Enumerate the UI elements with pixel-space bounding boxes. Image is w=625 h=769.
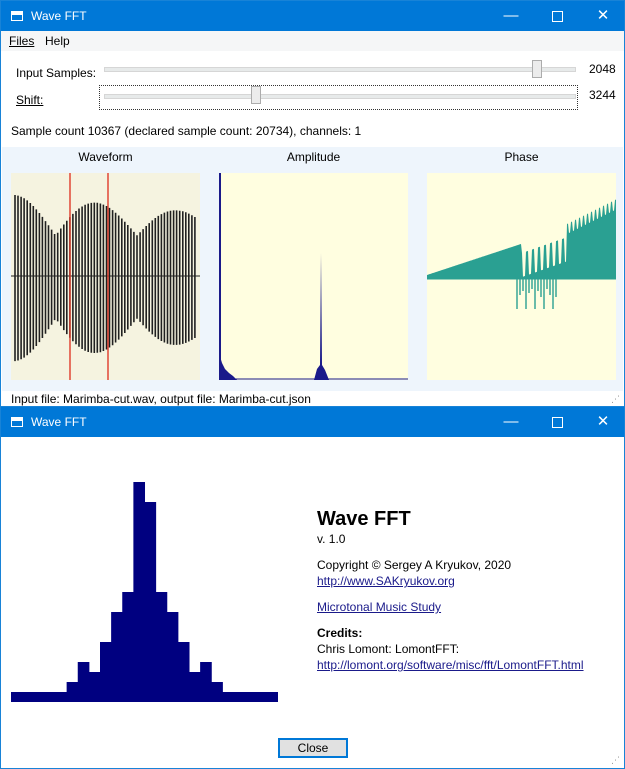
phase-positive-area bbox=[427, 199, 616, 279]
maximize-icon[interactable] bbox=[534, 407, 580, 437]
about-app-name: Wave FFT bbox=[317, 508, 411, 530]
logo-bar bbox=[111, 612, 123, 702]
logo-bar bbox=[189, 672, 201, 702]
logo-bar bbox=[22, 692, 34, 702]
logo-bar bbox=[200, 662, 212, 702]
shift-slider[interactable] bbox=[104, 94, 576, 99]
logo-bar bbox=[255, 692, 268, 702]
waveform-trace bbox=[14, 195, 196, 362]
window-icon bbox=[11, 417, 23, 427]
logo-bar bbox=[144, 502, 157, 702]
menu-bar: Files Help bbox=[1, 31, 624, 51]
website-link[interactable]: http://www.SAKryukov.org bbox=[317, 574, 455, 588]
about-titlebar[interactable]: Wave FFT — ✕ bbox=[1, 407, 624, 437]
phase-caption: Phase bbox=[504, 150, 539, 164]
shift-slider-focus-rect bbox=[99, 85, 578, 110]
music-study-link[interactable]: Microtonal Music Study bbox=[317, 600, 442, 614]
spectrum-logo bbox=[11, 472, 279, 702]
logo-bar bbox=[77, 662, 90, 702]
credits-heading: Credits: bbox=[317, 626, 363, 640]
logo-bar bbox=[66, 682, 79, 702]
main-window: Wave FFT — ✕ Files Help Input Samples: 2… bbox=[0, 0, 625, 408]
close-button[interactable]: Close bbox=[278, 738, 348, 758]
waveform-plot bbox=[11, 173, 200, 380]
logo-bar bbox=[233, 692, 246, 702]
about-window: Wave FFT — ✕ Wave FFT v. 1.0 Copyright ©… bbox=[0, 406, 625, 769]
input-samples-value: 2048 bbox=[589, 62, 616, 76]
about-window-title: Wave FFT bbox=[31, 415, 87, 429]
amplitude-caption: Amplitude bbox=[286, 150, 341, 164]
window-title: Wave FFT bbox=[31, 9, 87, 23]
menu-help[interactable]: Help bbox=[45, 34, 70, 48]
logo-bar bbox=[11, 692, 23, 702]
amplitude-plot bbox=[219, 173, 408, 380]
minimize-icon[interactable]: — bbox=[503, 7, 519, 24]
window-icon bbox=[11, 11, 23, 21]
shift-slider-thumb[interactable] bbox=[251, 86, 262, 104]
resize-grip-icon[interactable]: ⋰ bbox=[611, 755, 620, 765]
logo-bar bbox=[88, 672, 101, 702]
about-version: v. 1.0 bbox=[317, 532, 346, 546]
logo-bar bbox=[55, 692, 68, 702]
shift-label: Shift: bbox=[16, 93, 44, 107]
resize-grip-icon[interactable]: ⋰ bbox=[611, 394, 620, 404]
logo-bar bbox=[244, 692, 257, 702]
logo-bar bbox=[33, 692, 45, 702]
input-samples-slider[interactable] bbox=[104, 67, 576, 72]
waveform-caption: Waveform bbox=[78, 150, 133, 164]
credits-text: Chris Lomont: LomontFFT: bbox=[317, 642, 460, 656]
amplitude-low-peak bbox=[219, 353, 237, 380]
logo-bar bbox=[155, 592, 168, 702]
logo-bar bbox=[166, 612, 179, 702]
logo-bar bbox=[133, 482, 146, 702]
shift-value: 3244 bbox=[589, 88, 616, 102]
logo-bar bbox=[44, 692, 57, 702]
minimize-icon[interactable]: — bbox=[503, 413, 519, 430]
status-bar: Input file: Marimba-cut.wav, output file… bbox=[11, 392, 311, 406]
logo-bar bbox=[266, 692, 279, 702]
logo-bar bbox=[222, 692, 235, 702]
close-icon[interactable]: ✕ bbox=[596, 413, 610, 430]
phase-plot bbox=[427, 173, 616, 380]
logo-bar bbox=[100, 642, 112, 702]
logo-bar bbox=[122, 592, 134, 702]
menu-files[interactable]: Files bbox=[9, 34, 35, 48]
amplitude-main-peak bbox=[314, 253, 329, 380]
maximize-icon[interactable] bbox=[534, 1, 580, 31]
close-icon[interactable]: ✕ bbox=[596, 7, 610, 24]
phase-negative-spikes bbox=[516, 279, 557, 309]
logo-bar bbox=[211, 682, 223, 702]
main-titlebar[interactable]: Wave FFT — ✕ bbox=[1, 1, 624, 31]
logo-bar bbox=[177, 642, 190, 702]
input-samples-label: Input Samples: bbox=[16, 66, 97, 80]
input-samples-slider-thumb[interactable] bbox=[531, 60, 542, 78]
about-copyright: Copyright © Sergey A Kryukov, 2020 bbox=[317, 558, 512, 572]
credits-link[interactable]: http://lomont.org/software/misc/fft/Lomo… bbox=[317, 658, 584, 672]
sample-info: Sample count 10367 (declared sample coun… bbox=[11, 124, 362, 138]
